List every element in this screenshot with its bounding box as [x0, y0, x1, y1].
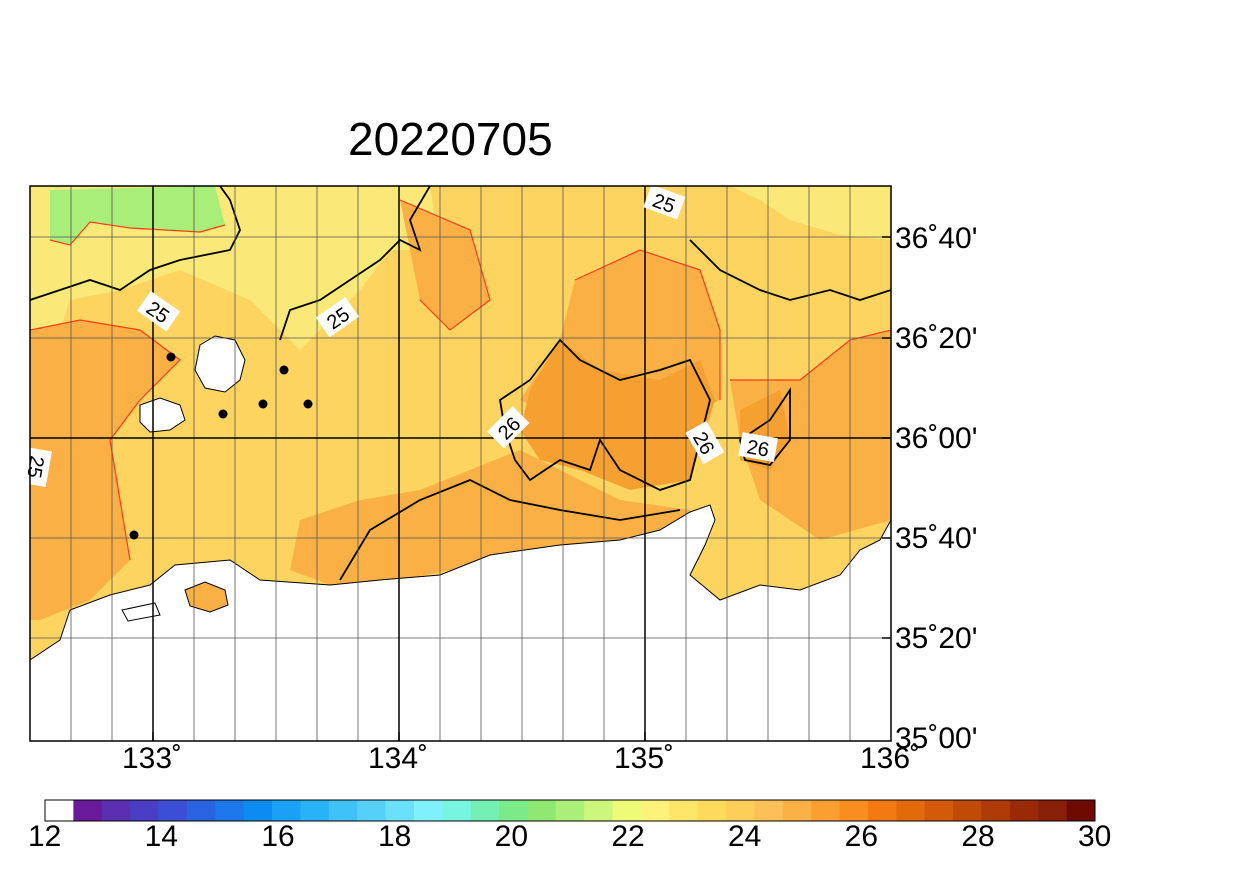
lat-label: 36˚40' [895, 222, 978, 255]
colorbar-tick-label: 14 [144, 820, 179, 853]
colorbar-swatch [272, 800, 301, 821]
south-land [30, 504, 891, 741]
lat-label: 36˚20' [895, 322, 978, 355]
lon-label: 136˚ [860, 742, 921, 775]
colorbar-swatch [896, 800, 926, 821]
map-frame [29, 185, 892, 742]
colorbar-swatch [470, 800, 500, 821]
colorbar-swatch [328, 800, 358, 821]
axis-ticks [152, 236, 891, 741]
colorbar-swatch [1066, 800, 1096, 821]
dark-orange-core [520, 340, 715, 490]
colorbar-swatch [413, 800, 443, 821]
lat-label: 35˚40' [895, 522, 978, 555]
black-contour-26c [339, 479, 681, 581]
colorbar-swatch [357, 800, 387, 821]
black-contour-25b [279, 186, 431, 341]
colorbar-swatch [726, 800, 755, 821]
small-island-south [184, 581, 229, 613]
colorbar [44, 799, 1096, 822]
lon-label: 135˚ [614, 742, 675, 775]
colorbar-swatch [101, 800, 131, 821]
colorbar-swatch [45, 800, 74, 821]
colorbar-swatch [499, 800, 528, 821]
colorbar-swatch [924, 800, 954, 821]
black-contour-26a [499, 338, 711, 491]
colorbar-swatch [953, 800, 982, 821]
island-white [194, 335, 246, 393]
colorbar-tick-label: 24 [728, 820, 762, 853]
colorbar-swatch [300, 800, 330, 821]
lat-label: 36˚00' [895, 422, 978, 455]
lat-label: 35˚20' [895, 622, 978, 655]
station-marker [166, 352, 176, 362]
station-marker [303, 399, 313, 409]
colorbar-swatch [782, 800, 812, 821]
colorbar-swatch [73, 800, 103, 821]
contour-label: 25 [22, 454, 48, 480]
colorbar-swatch [754, 800, 784, 821]
red-contour-5 [49, 221, 226, 246]
colorbar-swatch [612, 800, 642, 821]
colorbar-swatch [811, 800, 841, 821]
station-markers [129, 352, 313, 540]
island-small [139, 397, 186, 433]
station-marker [218, 409, 228, 419]
station-marker [279, 365, 289, 375]
colorbar-swatch [130, 800, 160, 821]
yellow-region-ne [730, 186, 891, 240]
colorbar-swatch [186, 800, 216, 821]
station-marker [258, 399, 268, 409]
black-contour-25c [689, 239, 891, 301]
station-marker [129, 530, 139, 540]
colorbar-tick-label: 28 [961, 820, 995, 853]
colorbar-swatch [584, 800, 614, 821]
contour-label: 26 [745, 436, 771, 462]
colorbar-swatch [158, 800, 188, 821]
colorbar-tick-label: 18 [378, 820, 412, 853]
green-region [50, 186, 225, 245]
red-contour-1 [30, 319, 181, 561]
colorbar-tick-label: 26 [844, 820, 879, 853]
lon-label: 134˚ [368, 742, 429, 775]
colorbar-tick-label: 20 [494, 820, 529, 853]
colorbar-swatch [555, 800, 585, 821]
colorbar-swatch [867, 800, 897, 821]
colorbar-swatch [527, 800, 557, 821]
colorbar-swatch [640, 800, 670, 821]
colorbar-tick-label: 30 [1078, 820, 1112, 853]
colorbar-swatch [215, 800, 245, 821]
colorbar-swatch [697, 800, 727, 821]
colorbar-frame [44, 799, 1096, 822]
colorbar-swatch [981, 800, 1011, 821]
orange-region-central [400, 200, 490, 330]
orange-region-se [730, 330, 891, 540]
colorbar-tick-label: 22 [611, 820, 645, 853]
tiny-island [121, 602, 161, 622]
colorbar-swatch [1038, 800, 1068, 821]
orange-region-west [30, 320, 180, 620]
colorbar-swatch [839, 800, 869, 821]
colorbar-swatch [1009, 800, 1039, 821]
map-title: 20220705 [348, 113, 553, 165]
lon-label: 133˚ [122, 742, 183, 775]
colorbar-tick-label: 16 [261, 820, 295, 853]
colorbar-swatch [442, 800, 472, 821]
lat-lon-grid [30, 186, 891, 741]
lat-label: 35˚00' [895, 722, 978, 755]
colorbar-tick-label: 12 [28, 820, 62, 853]
colorbar-swatch [385, 800, 415, 821]
red-contour-3 [574, 249, 721, 400]
colorbar-swatch [669, 800, 699, 821]
black-contour-26b [738, 387, 791, 466]
colorbar-swatch [243, 800, 273, 821]
red-contour-4 [730, 329, 891, 381]
